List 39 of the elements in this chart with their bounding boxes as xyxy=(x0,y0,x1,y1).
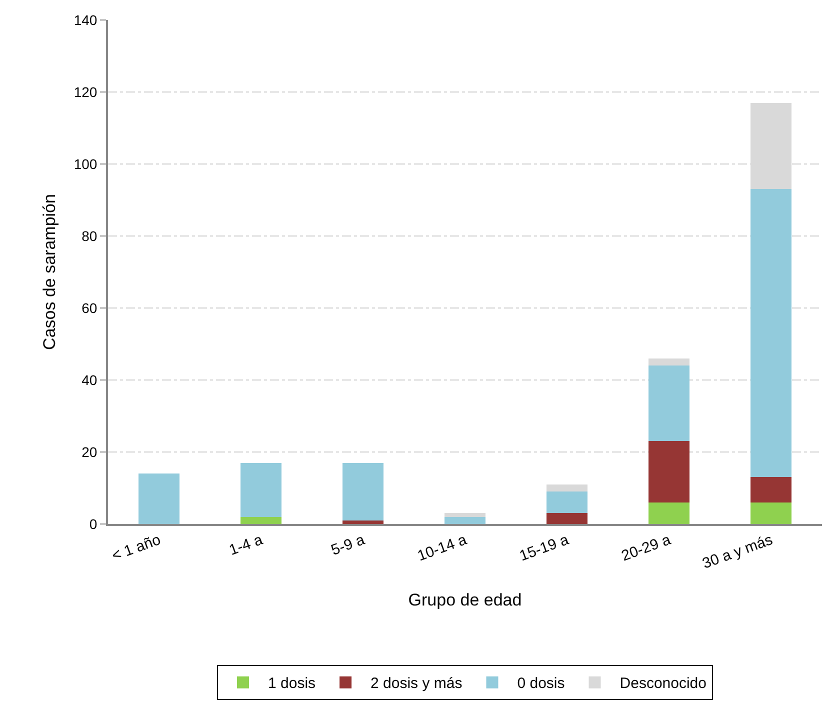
bar xyxy=(546,484,588,492)
y-tick-label: 20 xyxy=(82,444,98,460)
legend-label: 2 dosis y más xyxy=(370,675,462,692)
x-axis-title: Grupo de edad xyxy=(408,590,522,610)
x-tick-label: 20-29 a xyxy=(619,531,674,565)
bar xyxy=(546,513,588,524)
bar xyxy=(444,513,486,517)
bar xyxy=(138,474,180,524)
y-tick-label: 100 xyxy=(74,156,98,172)
legend-label: 1 dosis xyxy=(268,675,316,692)
legend-label: 0 dosis xyxy=(517,675,565,692)
x-tick-label: 15-19 a xyxy=(517,531,572,565)
bar xyxy=(240,516,282,524)
bar xyxy=(750,502,792,524)
y-tick-label: 40 xyxy=(82,372,98,388)
legend-label: Desconocido xyxy=(620,675,706,692)
y-tick-label: 80 xyxy=(82,228,98,244)
x-tick-label: 1-4 a xyxy=(226,531,266,560)
x-tick-label: 5-9 a xyxy=(328,531,368,560)
x-tick-label: 30 a y más xyxy=(700,531,775,572)
bar xyxy=(342,520,384,524)
bar xyxy=(648,441,690,502)
x-tick-label: 10-14 a xyxy=(415,531,470,565)
y-tick-label: 120 xyxy=(74,84,98,100)
y-tick-label: 140 xyxy=(74,12,98,28)
y-tick-label: 60 xyxy=(82,300,98,316)
bar xyxy=(648,358,690,366)
bar xyxy=(342,462,384,520)
bar xyxy=(648,366,690,442)
bar xyxy=(750,102,792,190)
bar xyxy=(240,462,282,517)
bar xyxy=(648,502,690,524)
y-axis-title: Casos de sarampión xyxy=(40,194,59,350)
bar xyxy=(750,189,792,478)
bar xyxy=(546,492,588,514)
y-tick-label: 0 xyxy=(89,516,98,532)
bar xyxy=(444,516,486,524)
x-tick-label: < 1 año xyxy=(110,531,163,565)
bar xyxy=(750,477,792,502)
